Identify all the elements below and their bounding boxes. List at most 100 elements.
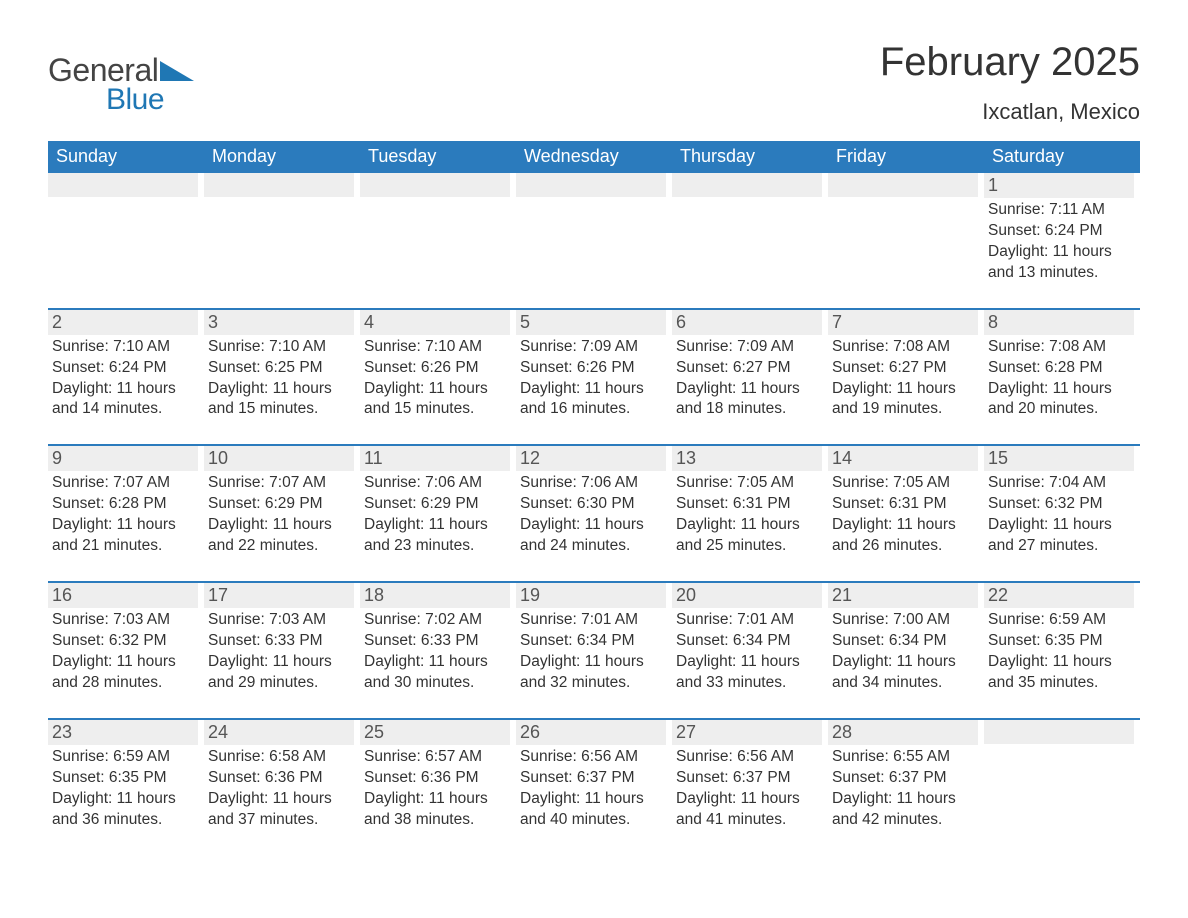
day-number: 4 [360, 310, 510, 335]
day-number: 17 [204, 583, 354, 608]
day-details: Sunrise: 6:55 AMSunset: 6:37 PMDaylight:… [828, 747, 978, 831]
sunset-text: Sunset: 6:37 PM [676, 768, 822, 789]
sunset-text: Sunset: 6:33 PM [208, 631, 354, 652]
day-number: 15 [984, 446, 1134, 471]
sunrise-text: Sunrise: 7:01 AM [520, 610, 666, 631]
day-details: Sunrise: 7:05 AMSunset: 6:31 PMDaylight:… [828, 473, 978, 557]
day-number: 22 [984, 583, 1134, 608]
sunset-text: Sunset: 6:27 PM [676, 358, 822, 379]
day-cell: 7Sunrise: 7:08 AMSunset: 6:27 PMDaylight… [828, 310, 984, 421]
day-cell: 28Sunrise: 6:55 AMSunset: 6:37 PMDayligh… [828, 720, 984, 831]
day-details: Sunrise: 7:06 AMSunset: 6:29 PMDaylight:… [360, 473, 510, 557]
day-cell: 20Sunrise: 7:01 AMSunset: 6:34 PMDayligh… [672, 583, 828, 694]
weekday-header-cell: Saturday [984, 141, 1140, 173]
day-details: Sunrise: 7:09 AMSunset: 6:26 PMDaylight:… [516, 337, 666, 421]
day-number: 6 [672, 310, 822, 335]
day-details: Sunrise: 6:56 AMSunset: 6:37 PMDaylight:… [672, 747, 822, 831]
sunrise-text: Sunrise: 7:08 AM [832, 337, 978, 358]
sunset-text: Sunset: 6:34 PM [832, 631, 978, 652]
brand-text-blue: Blue [106, 83, 194, 117]
sunrise-text: Sunrise: 7:11 AM [988, 200, 1134, 221]
day-cell: 18Sunrise: 7:02 AMSunset: 6:33 PMDayligh… [360, 583, 516, 694]
sunset-text: Sunset: 6:34 PM [676, 631, 822, 652]
daylight-text: Daylight: 11 hours and 16 minutes. [520, 379, 666, 421]
day-cell: 27Sunrise: 6:56 AMSunset: 6:37 PMDayligh… [672, 720, 828, 831]
day-details: Sunrise: 7:07 AMSunset: 6:29 PMDaylight:… [204, 473, 354, 557]
sunrise-text: Sunrise: 7:07 AM [52, 473, 198, 494]
day-details: Sunrise: 7:02 AMSunset: 6:33 PMDaylight:… [360, 610, 510, 694]
brand-triangle-icon [160, 61, 194, 86]
daylight-text: Daylight: 11 hours and 24 minutes. [520, 515, 666, 557]
day-cell: 16Sunrise: 7:03 AMSunset: 6:32 PMDayligh… [48, 583, 204, 694]
day-number: 2 [48, 310, 198, 335]
weekday-header-cell: Sunday [48, 141, 204, 173]
day-cell: 22Sunrise: 6:59 AMSunset: 6:35 PMDayligh… [984, 583, 1140, 694]
day-number [984, 720, 1134, 744]
daylight-text: Daylight: 11 hours and 14 minutes. [52, 379, 198, 421]
sunrise-text: Sunrise: 6:56 AM [676, 747, 822, 768]
day-details: Sunrise: 7:01 AMSunset: 6:34 PMDaylight:… [672, 610, 822, 694]
sunset-text: Sunset: 6:36 PM [208, 768, 354, 789]
day-details: Sunrise: 7:00 AMSunset: 6:34 PMDaylight:… [828, 610, 978, 694]
daylight-text: Daylight: 11 hours and 29 minutes. [208, 652, 354, 694]
day-number: 3 [204, 310, 354, 335]
day-number: 9 [48, 446, 198, 471]
daylight-text: Daylight: 11 hours and 19 minutes. [832, 379, 978, 421]
day-number: 1 [984, 173, 1134, 198]
daylight-text: Daylight: 11 hours and 30 minutes. [364, 652, 510, 694]
daylight-text: Daylight: 11 hours and 20 minutes. [988, 379, 1134, 421]
day-number [48, 173, 198, 197]
sunrise-text: Sunrise: 7:03 AM [52, 610, 198, 631]
sunrise-text: Sunrise: 6:59 AM [988, 610, 1134, 631]
day-number: 14 [828, 446, 978, 471]
daylight-text: Daylight: 11 hours and 35 minutes. [988, 652, 1134, 694]
sunrise-text: Sunrise: 7:02 AM [364, 610, 510, 631]
month-year-title: February 2025 [880, 40, 1140, 85]
sunset-text: Sunset: 6:26 PM [520, 358, 666, 379]
daylight-text: Daylight: 11 hours and 13 minutes. [988, 242, 1134, 284]
daylight-text: Daylight: 11 hours and 36 minutes. [52, 789, 198, 831]
day-details: Sunrise: 7:04 AMSunset: 6:32 PMDaylight:… [984, 473, 1134, 557]
calendar-page: General Blue February 2025 Ixcatlan, Mex… [0, 0, 1188, 878]
day-number [828, 173, 978, 197]
day-number [204, 173, 354, 197]
day-details: Sunrise: 6:58 AMSunset: 6:36 PMDaylight:… [204, 747, 354, 831]
day-number: 25 [360, 720, 510, 745]
weekday-header-cell: Wednesday [516, 141, 672, 173]
daylight-text: Daylight: 11 hours and 42 minutes. [832, 789, 978, 831]
day-cell: 3Sunrise: 7:10 AMSunset: 6:25 PMDaylight… [204, 310, 360, 421]
day-cell: 2Sunrise: 7:10 AMSunset: 6:24 PMDaylight… [48, 310, 204, 421]
day-details: Sunrise: 7:07 AMSunset: 6:28 PMDaylight:… [48, 473, 198, 557]
day-cell: 21Sunrise: 7:00 AMSunset: 6:34 PMDayligh… [828, 583, 984, 694]
day-number: 28 [828, 720, 978, 745]
sunset-text: Sunset: 6:29 PM [364, 494, 510, 515]
day-cell: 5Sunrise: 7:09 AMSunset: 6:26 PMDaylight… [516, 310, 672, 421]
sunset-text: Sunset: 6:29 PM [208, 494, 354, 515]
daylight-text: Daylight: 11 hours and 26 minutes. [832, 515, 978, 557]
weeks-container: 1Sunrise: 7:11 AMSunset: 6:24 PMDaylight… [48, 173, 1140, 830]
day-cell: 15Sunrise: 7:04 AMSunset: 6:32 PMDayligh… [984, 446, 1140, 557]
day-cell: 23Sunrise: 6:59 AMSunset: 6:35 PMDayligh… [48, 720, 204, 831]
day-cell [360, 173, 516, 284]
sunrise-text: Sunrise: 7:05 AM [832, 473, 978, 494]
daylight-text: Daylight: 11 hours and 15 minutes. [208, 379, 354, 421]
day-cell: 13Sunrise: 7:05 AMSunset: 6:31 PMDayligh… [672, 446, 828, 557]
location-subtitle: Ixcatlan, Mexico [880, 99, 1140, 125]
sunrise-text: Sunrise: 7:06 AM [520, 473, 666, 494]
day-number: 20 [672, 583, 822, 608]
day-cell: 26Sunrise: 6:56 AMSunset: 6:37 PMDayligh… [516, 720, 672, 831]
sunrise-text: Sunrise: 7:07 AM [208, 473, 354, 494]
day-cell: 11Sunrise: 7:06 AMSunset: 6:29 PMDayligh… [360, 446, 516, 557]
week-row: 1Sunrise: 7:11 AMSunset: 6:24 PMDaylight… [48, 173, 1140, 284]
daylight-text: Daylight: 11 hours and 40 minutes. [520, 789, 666, 831]
daylight-text: Daylight: 11 hours and 22 minutes. [208, 515, 354, 557]
day-cell: 12Sunrise: 7:06 AMSunset: 6:30 PMDayligh… [516, 446, 672, 557]
sunrise-text: Sunrise: 7:10 AM [364, 337, 510, 358]
day-number: 11 [360, 446, 510, 471]
day-number: 19 [516, 583, 666, 608]
sunset-text: Sunset: 6:36 PM [364, 768, 510, 789]
day-details: Sunrise: 7:03 AMSunset: 6:32 PMDaylight:… [48, 610, 198, 694]
daylight-text: Daylight: 11 hours and 37 minutes. [208, 789, 354, 831]
sunset-text: Sunset: 6:35 PM [52, 768, 198, 789]
day-cell [204, 173, 360, 284]
